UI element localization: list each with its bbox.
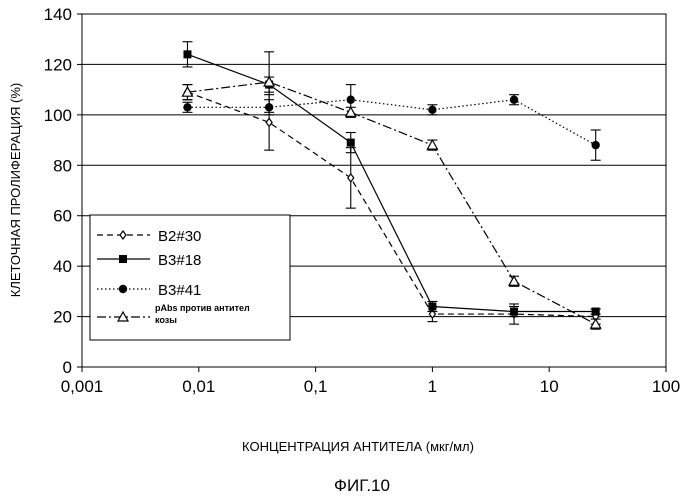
legend-marker (119, 255, 127, 263)
data-point (265, 117, 273, 128)
data-point (508, 275, 521, 286)
data-point (344, 106, 357, 117)
y-tick-label: 20 (53, 308, 72, 327)
y-axis-title: КЛЕТОЧНАЯ ПРОЛИФЕРАЦИЯ (%) (8, 83, 23, 297)
x-tick-label: 0,01 (182, 377, 215, 396)
plot-area-frame (81, 13, 667, 368)
data-point (591, 140, 600, 150)
legend: B2#30 B3#18 B3#41 pAbs против антител козы (89, 214, 291, 341)
figure-label: ФИГ.10 (334, 476, 390, 495)
legend-label: B3#41 (158, 282, 201, 299)
legend-label: B2#30 (158, 228, 201, 245)
x-tick-label: 0,001 (61, 377, 104, 396)
x-axis-title: КОНЦЕНТРАЦИЯ АНТИТЕЛА (мкг/мл) (242, 439, 474, 454)
data-point (347, 172, 355, 183)
x-tick-label: 100 (652, 377, 680, 396)
y-tick-label: 100 (44, 106, 72, 125)
data-point (509, 95, 519, 104)
y-tick-label: 80 (53, 156, 72, 175)
series-line (187, 81, 596, 325)
series-line (187, 91, 596, 318)
data-point (428, 302, 437, 311)
data-point (510, 307, 519, 316)
y-tick-label: 120 (44, 55, 72, 74)
data-point (183, 103, 192, 112)
y-tick-label: 40 (53, 257, 72, 276)
x-tick-label: 0,1 (304, 377, 328, 396)
data-point (426, 138, 439, 150)
y-tick-label: 0 (63, 358, 72, 377)
data-point (183, 50, 192, 59)
axis-ticks: 0 20 40 60 80 100 120 140 0,001 0,01 0,1 1 10 100 (44, 5, 681, 396)
series-layer (181, 41, 602, 330)
legend-marker (118, 284, 128, 294)
series-line (187, 53, 596, 313)
legend-label: B3#18 (158, 252, 201, 269)
x-tick-label: 10 (540, 377, 559, 396)
data-point (346, 138, 355, 147)
data-point (263, 75, 276, 87)
data-point (181, 85, 194, 97)
data-point (428, 105, 437, 115)
legend-label: pAbs против антител (155, 303, 250, 313)
y-tick-label: 60 (53, 207, 72, 226)
legend-marker (119, 230, 127, 240)
data-point (346, 95, 355, 104)
legend-marker (116, 310, 130, 322)
data-point (589, 317, 602, 329)
data-point (591, 307, 600, 316)
series-3 (181, 51, 602, 330)
series-2 (182, 84, 601, 161)
y-tick-label: 140 (44, 5, 72, 24)
x-tick-label: 1 (428, 377, 437, 396)
series-line (187, 99, 596, 146)
legend-label: козы (155, 315, 177, 325)
